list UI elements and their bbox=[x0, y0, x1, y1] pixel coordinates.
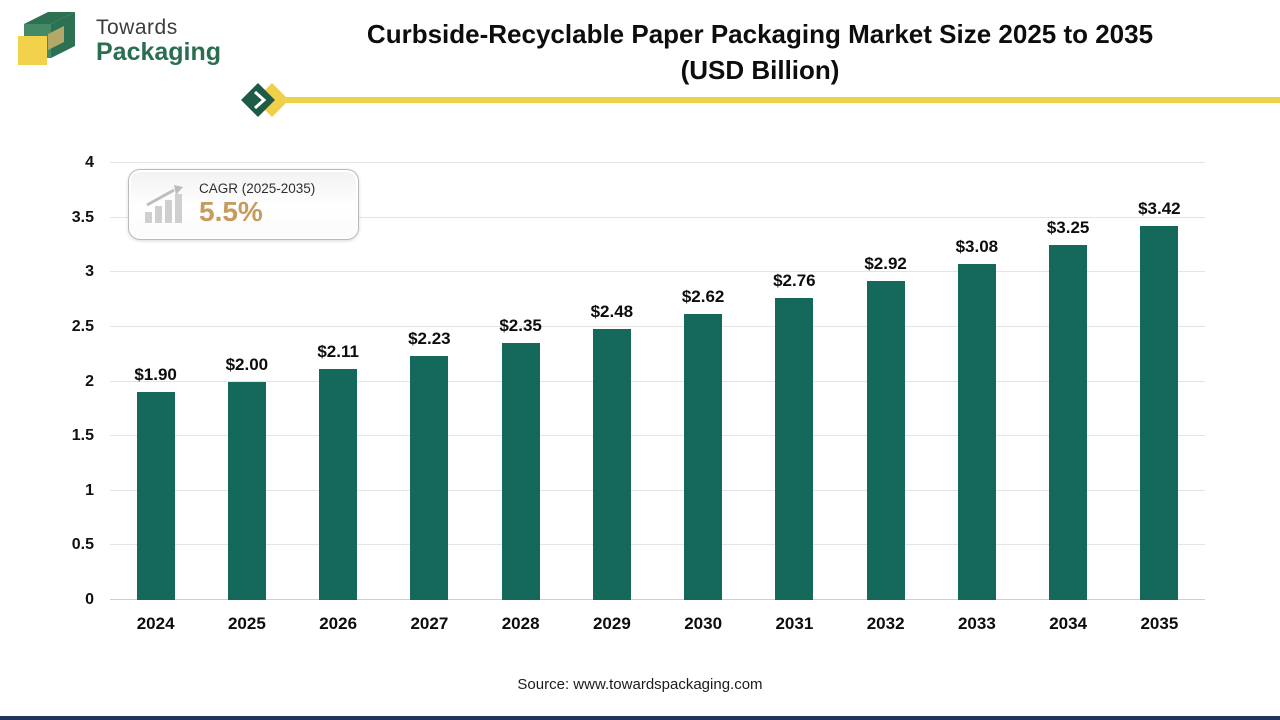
logo-wordmark: Towards Packaging bbox=[96, 15, 222, 66]
bar bbox=[501, 343, 540, 600]
bar-value-label: $2.23 bbox=[408, 329, 451, 349]
chart-title-line2: (USD Billion) bbox=[680, 55, 840, 86]
x-axis-label: 2025 bbox=[227, 614, 266, 633]
cagr-value: 5.5% bbox=[199, 196, 263, 228]
bar bbox=[775, 298, 814, 600]
bar bbox=[319, 369, 358, 600]
bar-value-label: $2.35 bbox=[499, 316, 542, 336]
gridline bbox=[110, 271, 1205, 273]
x-axis-label: 2034 bbox=[1049, 614, 1088, 633]
y-axis-label: 2 bbox=[85, 372, 94, 390]
x-axis-label: 2029 bbox=[592, 614, 631, 633]
bar-value-label: $2.62 bbox=[681, 286, 725, 306]
y-axis-label: 1.5 bbox=[71, 427, 94, 445]
x-axis-label: 2028 bbox=[501, 614, 540, 633]
logo-word-packaging: Packaging bbox=[96, 37, 222, 66]
x-axis-label: 2024 bbox=[136, 614, 175, 633]
bar bbox=[410, 356, 449, 600]
bar-value-label: $2.76 bbox=[773, 271, 816, 291]
bar-group: $2.35 bbox=[475, 163, 566, 600]
bar-group: $3.08 bbox=[931, 163, 1022, 600]
growth-chart-icon bbox=[145, 184, 183, 223]
bar-group: $2.23 bbox=[384, 163, 475, 600]
logo-box-icon bbox=[18, 12, 75, 65]
gold-divider-line bbox=[272, 97, 1280, 103]
bar-value-label: $2.00 bbox=[225, 354, 269, 374]
bar-value-label: $3.25 bbox=[1046, 217, 1090, 237]
x-axis-label: 2035 bbox=[1140, 614, 1179, 633]
bar-group: $2.48 bbox=[566, 163, 657, 600]
x-axis-labels: 2024 2025 2026 2027 2028 2029 2030 2031 2032 2033… bbox=[110, 614, 1205, 634]
bar-group: $3.25 bbox=[1023, 163, 1114, 600]
x-axis-label: 2027 bbox=[410, 614, 449, 633]
bar bbox=[592, 329, 631, 600]
chart-title: Curbside-Recyclable Paper Packaging Mark… bbox=[250, 16, 1270, 89]
bar-value-label: $2.92 bbox=[864, 254, 907, 273]
bar-value-label: $2.48 bbox=[590, 302, 634, 322]
cagr-badge: CAGR (2025-2035) 5.5% bbox=[128, 169, 359, 240]
gridline bbox=[110, 544, 1205, 546]
x-axis-label: 2033 bbox=[957, 614, 996, 633]
y-axis-label: 0.5 bbox=[71, 536, 94, 554]
bar-value-label: $2.11 bbox=[317, 342, 359, 362]
plot-area: $1.90 $2.00 $2.11 $2.23 $2.35 $2.48 $2.62 $2.76… bbox=[110, 162, 1205, 600]
bar bbox=[136, 392, 175, 600]
y-axis-label: 4 bbox=[85, 154, 94, 171]
gridline bbox=[110, 599, 1205, 600]
bar-group: $2.76 bbox=[749, 163, 840, 600]
bar-group: $2.00 bbox=[201, 163, 292, 600]
gridline bbox=[110, 162, 1205, 163]
bar-group: $2.62 bbox=[658, 163, 749, 600]
bar-group: $3.42 bbox=[1114, 163, 1205, 600]
bottom-accent-rule bbox=[0, 716, 1280, 720]
logo-word-towards: Towards bbox=[96, 15, 178, 39]
ribbon-diamond-icon bbox=[238, 80, 294, 127]
bar-group: $2.11 bbox=[293, 163, 384, 600]
y-axis-label: 0 bbox=[85, 591, 94, 608]
bars-area: $1.90 $2.00 $2.11 $2.23 $2.35 $2.48 $2.62 $2.76… bbox=[110, 163, 1205, 600]
bar bbox=[227, 381, 266, 600]
y-axis-labels: 0 0.5 1 1.5 2 2.5 3 3.5 4 bbox=[50, 154, 100, 608]
chart-title-line1: Curbside-Recyclable Paper Packaging Mark… bbox=[366, 19, 1154, 49]
bar-value-label: $3.42 bbox=[1138, 199, 1181, 219]
bar-value-label: $1.90 bbox=[134, 365, 177, 385]
bar bbox=[957, 263, 996, 600]
y-axis-label: 2.5 bbox=[71, 317, 94, 335]
cagr-text: CAGR (2025-2035) 5.5% bbox=[199, 181, 315, 229]
gridline bbox=[110, 325, 1205, 327]
bar bbox=[866, 281, 905, 600]
gridline bbox=[110, 380, 1205, 382]
x-axis-label: 2026 bbox=[319, 614, 358, 633]
bar-group: $1.90 bbox=[110, 163, 201, 600]
source-text: Source: www.towardspackaging.com bbox=[0, 676, 1280, 693]
gridline bbox=[110, 435, 1205, 437]
source-link[interactable]: www.towardspackaging.com bbox=[573, 676, 763, 693]
bar bbox=[1140, 226, 1179, 600]
y-axis-label: 1 bbox=[85, 481, 94, 499]
y-axis-label: 3.5 bbox=[71, 208, 94, 226]
y-axis-label: 3 bbox=[85, 263, 94, 281]
x-axis-label: 2030 bbox=[684, 614, 723, 633]
bar-group: $2.92 bbox=[840, 163, 931, 600]
bar bbox=[1049, 244, 1088, 600]
x-axis-label: 2031 bbox=[775, 614, 814, 633]
gridline bbox=[110, 489, 1205, 491]
x-axis-label: 2032 bbox=[866, 614, 905, 633]
bar-value-label: $3.08 bbox=[955, 236, 999, 256]
cagr-label: CAGR (2025-2035) bbox=[199, 180, 316, 196]
bar bbox=[684, 313, 723, 600]
gridline bbox=[110, 216, 1205, 218]
brand-logo: Towards Packaging bbox=[12, 10, 221, 72]
source-prefix: Source: bbox=[517, 676, 570, 693]
